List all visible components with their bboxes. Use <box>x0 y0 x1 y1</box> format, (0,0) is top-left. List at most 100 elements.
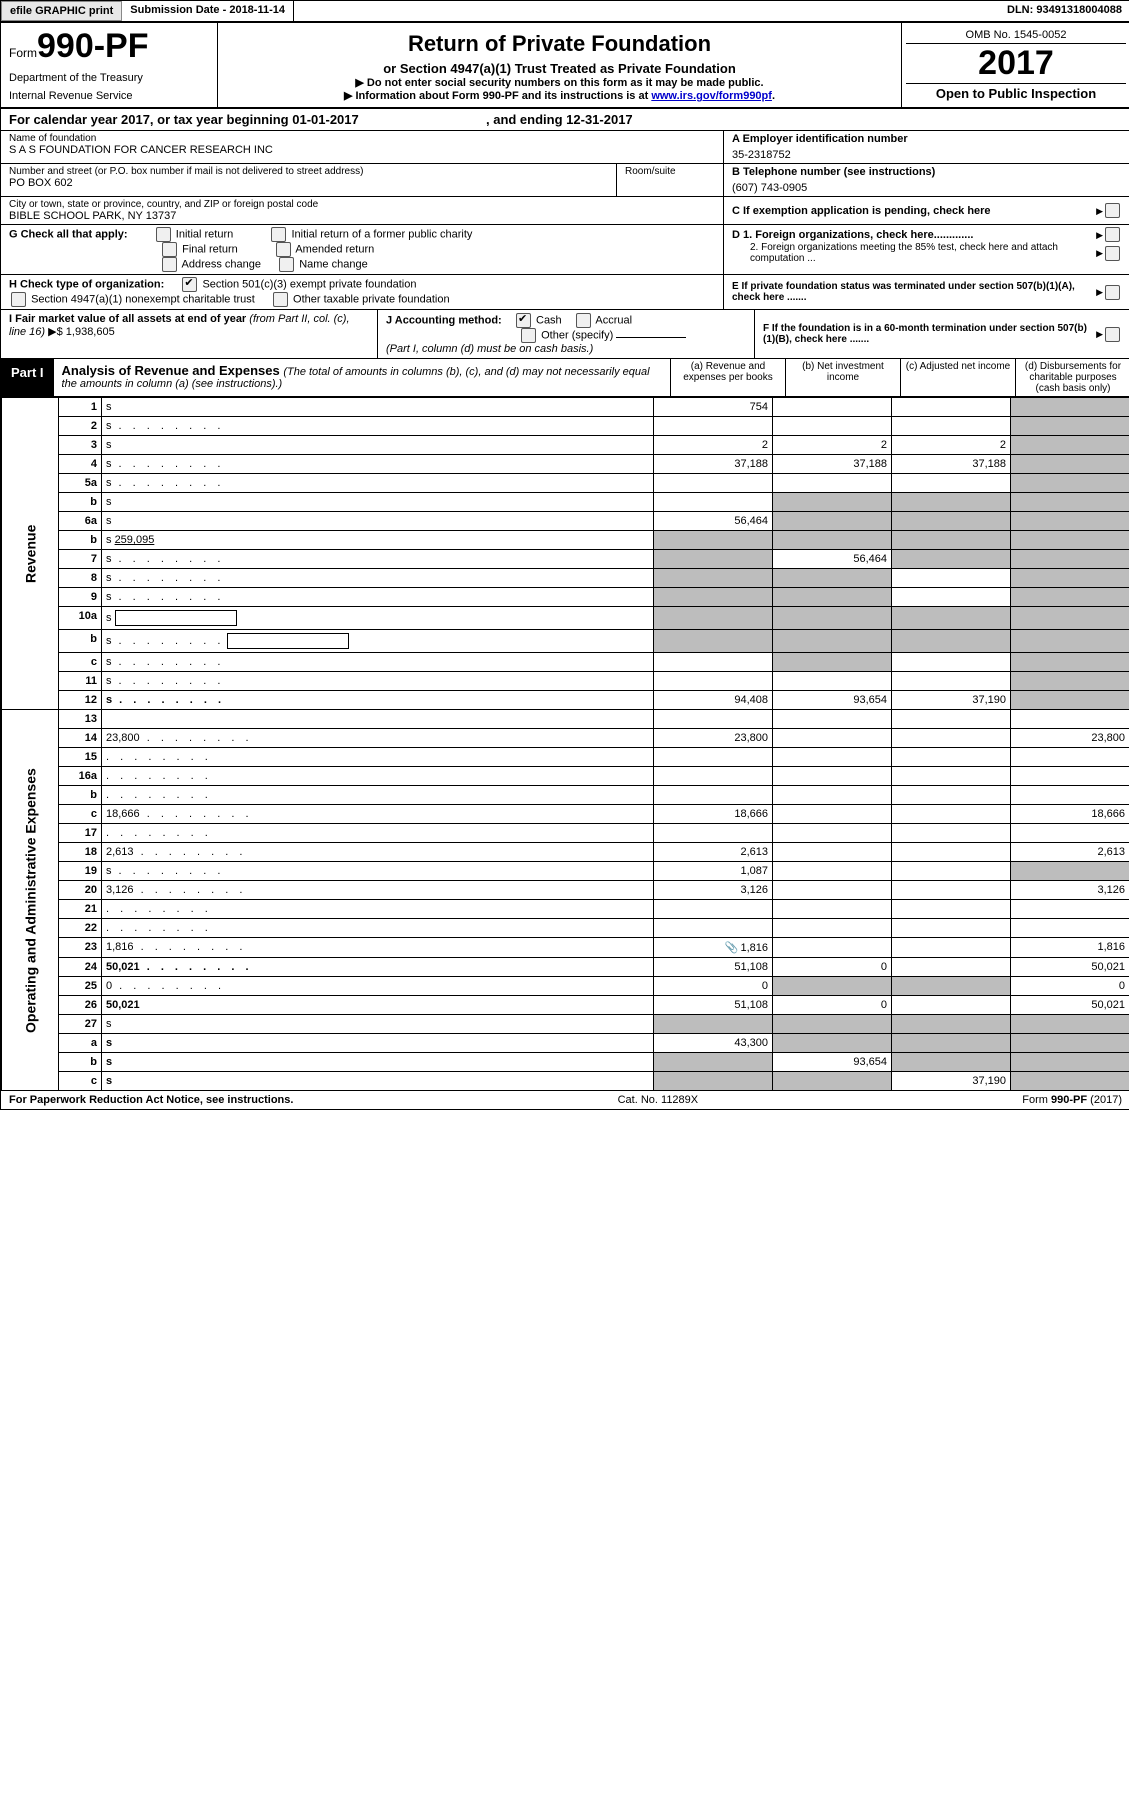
amount-cell: 2 <box>773 436 892 455</box>
revenue-section-label: Revenue <box>2 398 59 710</box>
line-description: s <box>102 1053 654 1072</box>
d1-label: D 1. Foreign organizations, check here..… <box>732 229 1096 241</box>
line-description: 2,613 <box>102 843 654 862</box>
dln-label: DLN: <box>1007 4 1036 16</box>
table-row: 6as56,464 <box>2 512 1129 531</box>
h-label: H Check type of organization: <box>9 278 164 290</box>
amount-cell <box>1011 862 1129 881</box>
amount-cell <box>1011 569 1129 588</box>
header-right: OMB No. 1545-0052 2017 Open to Public In… <box>901 23 1129 107</box>
amount-cell <box>773 767 892 786</box>
amount-cell <box>892 1015 1011 1034</box>
footer-left: For Paperwork Reduction Act Notice, see … <box>9 1094 293 1106</box>
amount-cell <box>892 531 1011 550</box>
amount-cell <box>654 900 773 919</box>
g-amended-checkbox[interactable] <box>276 242 291 257</box>
d2-checkbox[interactable] <box>1105 246 1120 261</box>
amount-cell <box>892 588 1011 607</box>
part1-table: Revenue1s7542s3s2224s37,18837,18837,1885… <box>1 397 1129 1091</box>
amount-cell <box>773 824 892 843</box>
amount-cell: 93,654 <box>773 1053 892 1072</box>
g-initial-return-checkbox[interactable] <box>156 227 171 242</box>
table-row: c18,66618,66618,666 <box>2 805 1129 824</box>
amount-cell: 50,021 <box>1011 958 1129 977</box>
efile-print-button[interactable]: efile GRAPHIC print <box>1 1 122 21</box>
dln: DLN: 93491318004088 <box>999 1 1129 21</box>
d2-label: 2. Foreign organizations meeting the 85%… <box>732 242 1096 264</box>
amount-cell: 3,126 <box>654 881 773 900</box>
d1-checkbox[interactable] <box>1105 227 1120 242</box>
j-box: J Accounting method: Cash Accrual Other … <box>378 310 755 358</box>
line-description: 1,816 <box>102 938 654 958</box>
h-other-checkbox[interactable] <box>273 292 288 307</box>
j-cash-checkbox[interactable] <box>516 313 531 328</box>
line-number: 10a <box>59 607 102 630</box>
line-number: 18 <box>59 843 102 862</box>
amount-cell <box>1011 455 1129 474</box>
amount-cell: 50,021 <box>1011 996 1129 1015</box>
line-description: 50,021 <box>102 996 654 1015</box>
amount-cell <box>654 748 773 767</box>
amount-cell <box>1011 653 1129 672</box>
j-other-checkbox[interactable] <box>521 328 536 343</box>
amount-cell <box>654 550 773 569</box>
form-note2: ▶ Information about Form 990-PF and its … <box>226 89 893 102</box>
line-description <box>102 900 654 919</box>
amount-cell <box>773 672 892 691</box>
amount-cell <box>654 653 773 672</box>
amount-cell <box>773 1034 892 1053</box>
amount-cell <box>892 900 1011 919</box>
amount-cell <box>654 767 773 786</box>
e-checkbox[interactable] <box>1105 285 1120 300</box>
amount-cell <box>773 607 892 630</box>
g-initial-public-checkbox[interactable] <box>271 227 286 242</box>
form-prefix: Form <box>9 46 37 60</box>
j-other: Other (specify) <box>541 329 613 341</box>
d-box: D 1. Foreign organizations, check here..… <box>724 225 1129 274</box>
line-description: s <box>102 672 654 691</box>
table-row: 10as <box>2 607 1129 630</box>
amount-cell: 23,800 <box>1011 729 1129 748</box>
amount-cell: 37,188 <box>654 455 773 474</box>
amount-cell <box>892 881 1011 900</box>
table-row: 12s94,40893,65437,190 <box>2 691 1129 710</box>
amount-cell: 0 <box>654 977 773 996</box>
header-left: Form990-PF Department of the Treasury In… <box>1 23 218 107</box>
amount-cell <box>654 824 773 843</box>
c-checkbox[interactable] <box>1105 203 1120 218</box>
amount-cell <box>892 550 1011 569</box>
f-checkbox[interactable] <box>1105 327 1120 342</box>
instructions-link[interactable]: www.irs.gov/form990pf <box>651 90 772 102</box>
amount-cell <box>773 938 892 958</box>
h-o3: Other taxable private foundation <box>293 293 450 305</box>
g-o1: Initial return <box>176 228 233 240</box>
g-name-change-checkbox[interactable] <box>279 257 294 272</box>
j-other-field[interactable] <box>616 337 686 338</box>
table-row: bs <box>2 493 1129 512</box>
amount-cell <box>892 607 1011 630</box>
amount-cell <box>1011 1034 1129 1053</box>
h-4947-checkbox[interactable] <box>11 292 26 307</box>
g-o2: Initial return of a former public charit… <box>291 228 472 240</box>
amount-cell <box>654 919 773 938</box>
attachment-icon[interactable] <box>725 942 741 954</box>
e-box: E If private foundation status was termi… <box>724 275 1129 309</box>
amount-cell <box>1011 824 1129 843</box>
amount-cell <box>1011 1053 1129 1072</box>
g-final-return-checkbox[interactable] <box>162 242 177 257</box>
h-501c3-checkbox[interactable] <box>182 277 197 292</box>
amount-cell <box>1011 512 1129 531</box>
g-address-change-checkbox[interactable] <box>162 257 177 272</box>
j-accrual-checkbox[interactable] <box>576 313 591 328</box>
amount-cell <box>892 958 1011 977</box>
part1-title-text: Analysis of Revenue and Expenses <box>62 363 284 378</box>
line-description <box>102 824 654 843</box>
g-label: G Check all that apply: <box>9 228 128 240</box>
line-number: 24 <box>59 958 102 977</box>
i-box: I Fair market value of all assets at end… <box>1 310 378 358</box>
line-description: s <box>102 569 654 588</box>
cal-begin: 01-01-2017 <box>292 112 359 127</box>
arrow-icon <box>1096 286 1103 298</box>
amount-cell <box>892 417 1011 436</box>
amount-cell <box>654 588 773 607</box>
